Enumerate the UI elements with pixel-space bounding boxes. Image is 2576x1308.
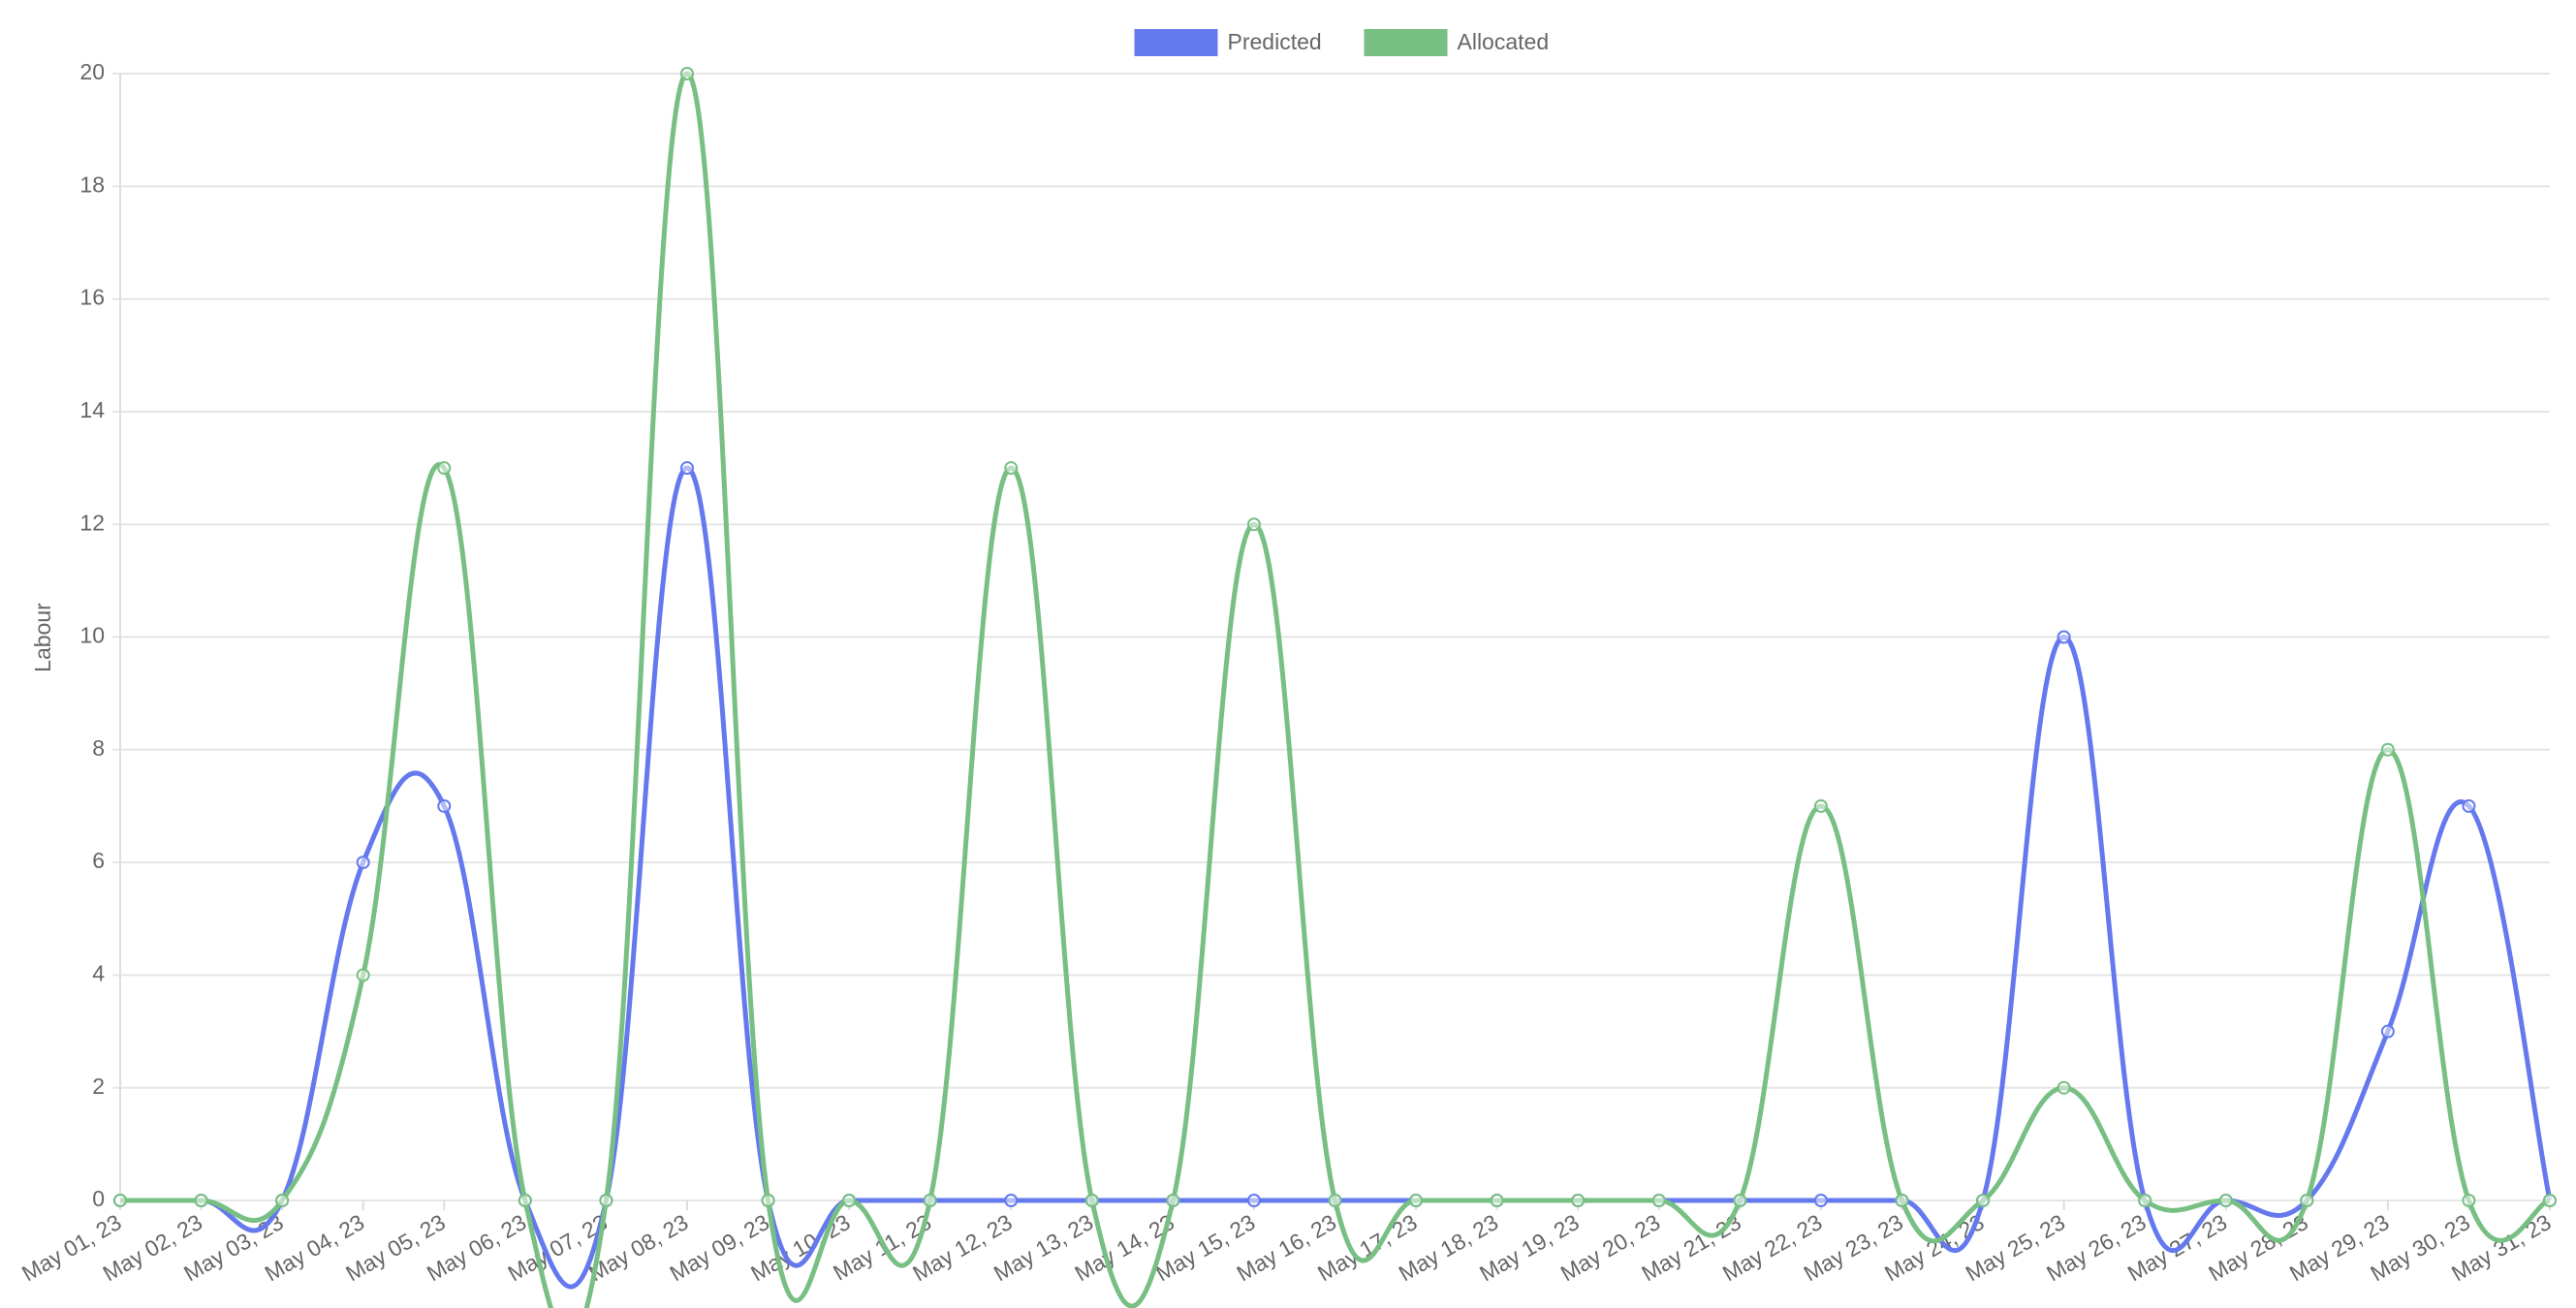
data-point bbox=[437, 798, 452, 813]
data-point bbox=[1813, 798, 1828, 813]
data-point bbox=[2057, 1080, 2071, 1095]
data-point bbox=[1084, 1194, 1099, 1207]
legend-label: Predicted bbox=[1228, 29, 1322, 54]
data-point bbox=[356, 968, 370, 982]
y-tick-label: 18 bbox=[79, 171, 105, 197]
data-point bbox=[923, 1194, 937, 1207]
data-point bbox=[1328, 1194, 1342, 1207]
data-point bbox=[194, 1194, 208, 1207]
data-point bbox=[679, 461, 694, 476]
y-tick-label: 20 bbox=[79, 59, 105, 84]
y-tick-label: 4 bbox=[92, 960, 105, 985]
y-axis-title: Labour bbox=[30, 603, 55, 672]
data-point bbox=[1490, 1194, 1504, 1207]
data-point bbox=[356, 856, 370, 870]
y-tick-label: 8 bbox=[92, 735, 105, 761]
y-tick-label: 0 bbox=[92, 1186, 105, 1211]
y-tick-label: 14 bbox=[79, 397, 105, 422]
data-point bbox=[2462, 1194, 2476, 1207]
data-point bbox=[113, 1194, 127, 1207]
data-point bbox=[2380, 742, 2395, 757]
data-point bbox=[842, 1194, 857, 1207]
data-point bbox=[2138, 1194, 2152, 1207]
data-point bbox=[599, 1194, 613, 1207]
y-tick-label: 2 bbox=[92, 1074, 105, 1099]
data-point bbox=[2543, 1194, 2557, 1207]
data-point bbox=[1004, 1194, 1019, 1207]
legend-label: Allocated bbox=[1458, 29, 1550, 54]
data-point bbox=[1246, 517, 1261, 532]
series-line bbox=[119, 465, 2553, 1290]
data-point bbox=[2462, 798, 2476, 813]
data-point bbox=[1246, 1194, 1261, 1207]
y-tick-label: 10 bbox=[79, 623, 105, 648]
data-point bbox=[761, 1194, 775, 1207]
data-point bbox=[2057, 630, 2071, 644]
y-tick-label: 16 bbox=[79, 285, 105, 310]
series-line bbox=[119, 71, 2551, 1308]
data-point bbox=[2380, 1024, 2395, 1039]
data-point bbox=[1976, 1194, 1991, 1207]
data-point bbox=[275, 1194, 290, 1207]
data-point bbox=[1409, 1194, 1424, 1207]
y-tick-label: 12 bbox=[79, 510, 105, 535]
legend-swatch bbox=[1134, 29, 1218, 56]
data-point bbox=[518, 1194, 532, 1207]
data-point bbox=[1166, 1194, 1180, 1207]
data-point bbox=[1733, 1194, 1747, 1207]
y-tick-label: 6 bbox=[92, 848, 105, 873]
data-point bbox=[2218, 1194, 2233, 1207]
data-point bbox=[1895, 1194, 1909, 1207]
data-point bbox=[1651, 1194, 1666, 1207]
legend-swatch bbox=[1364, 29, 1448, 56]
data-point bbox=[2300, 1194, 2314, 1207]
data-point bbox=[1571, 1194, 1586, 1207]
data-point bbox=[1004, 461, 1019, 476]
data-point bbox=[437, 461, 452, 476]
data-point bbox=[1813, 1194, 1828, 1207]
data-point bbox=[679, 67, 694, 80]
